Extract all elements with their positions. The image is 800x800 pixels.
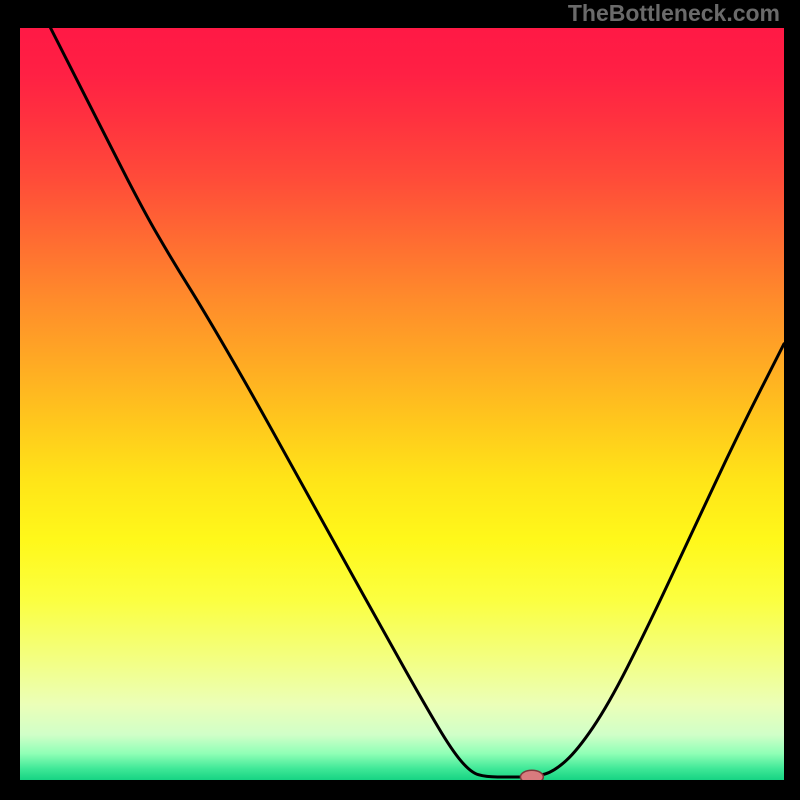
- chart-background: [20, 28, 784, 780]
- frame-bottom: [17, 780, 787, 783]
- watermark-text: TheBottleneck.com: [568, 0, 780, 27]
- frame-left: [17, 25, 20, 783]
- frame-right: [784, 25, 787, 783]
- chart-container: TheBottleneck.com: [0, 0, 800, 800]
- bottleneck-chart: [20, 28, 784, 780]
- frame-top: [17, 25, 787, 28]
- optimal-point-marker: [520, 770, 543, 780]
